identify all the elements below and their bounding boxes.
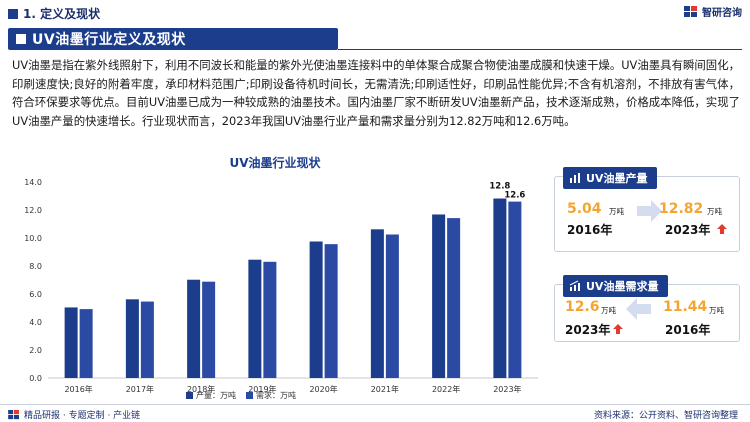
bar-demand	[447, 218, 461, 378]
x-tick-label: 2019年	[248, 384, 276, 394]
demand-right-unit: 万吨	[709, 306, 724, 315]
demand-card-title: UV油墨需求量	[586, 280, 659, 293]
top-bar: 1. 定义及现状 智研咨询	[0, 0, 750, 24]
x-tick-label: 2017年	[126, 384, 154, 394]
x-tick-label: 2022年	[432, 384, 460, 394]
body-paragraph: UV油墨是指在紫外线照射下，利用不同波长和能量的紫外光使油墨连接料中的单体聚合成…	[12, 58, 740, 128]
up-arrow-icon	[717, 224, 727, 234]
legend-swatch-production	[186, 392, 193, 399]
y-tick-label: 12.0	[24, 206, 42, 215]
bar-demand	[508, 201, 522, 378]
source-note: 资料来源：公开资料、智研咨询整理	[593, 411, 738, 421]
production-from-value: 5.04	[567, 201, 602, 217]
demand-right-year: 2016年	[665, 323, 711, 337]
title-banner: UV油墨行业定义及现状	[8, 28, 338, 50]
production-card-title: UV油墨产量	[586, 172, 648, 185]
production-to-unit: 万吨	[707, 207, 722, 216]
brand-mark-icon	[684, 5, 697, 17]
bar-production	[493, 198, 507, 378]
production-to-value: 12.82	[659, 201, 704, 217]
legend-label-demand: 需求：万吨	[256, 391, 296, 400]
bar-chart: 0.0 2.0 4.0 6.0 8.0 10.0 12.0 14.0 2016年 2017年 201…	[24, 178, 538, 394]
trend-chart-icon	[569, 280, 580, 291]
demand-card: UV油墨需求量 12.6 万吨 11.44 万吨 2023年 2016年	[554, 275, 740, 342]
brand-logo: 智研咨询	[684, 4, 742, 19]
demand-card-header: UV油墨需求量	[563, 275, 669, 297]
title-marker-icon	[16, 34, 26, 44]
chart-title: UV油墨行业现状	[229, 156, 321, 170]
arrow-right-icon	[637, 200, 662, 222]
production-from-unit: 万吨	[609, 207, 624, 216]
bar-demand	[140, 301, 154, 378]
section-label: 1. 定义及现状	[8, 5, 100, 22]
demand-left-unit: 万吨	[601, 306, 616, 315]
bar-production	[248, 259, 262, 378]
bar-demand	[263, 261, 277, 378]
y-tick-label: 4.0	[29, 318, 42, 327]
demand-right-value: 11.44	[663, 299, 708, 315]
production-from-year: 2016年	[567, 223, 613, 237]
x-tick-label: 2020年	[309, 384, 337, 394]
section-marker-icon	[8, 8, 18, 19]
chart-legend: 产量：万吨 需求：万吨	[186, 390, 296, 401]
bar-chart-icon	[570, 173, 580, 183]
y-tick-label: 10.0	[24, 234, 42, 243]
bar-demand	[202, 281, 216, 378]
y-tick-label: 0.0	[29, 374, 42, 383]
bar-production	[370, 229, 384, 378]
x-tick-label: 2021年	[371, 384, 399, 394]
production-card: UV油墨产量 5.04 万吨 12.82 万吨 2016年 2023年	[554, 167, 740, 252]
bar-demand	[324, 244, 338, 378]
y-tick-label: 14.0	[24, 178, 42, 187]
x-tick-label: 2023年	[493, 384, 521, 394]
production-to-year: 2023年	[665, 223, 711, 237]
data-label: 12.6	[504, 191, 525, 201]
legend-label-production: 产量：万吨	[196, 391, 236, 400]
title-underline	[338, 49, 742, 50]
demand-left-value: 12.6	[565, 299, 600, 315]
y-tick-label: 8.0	[29, 262, 42, 271]
brand-name: 智研咨询	[702, 8, 742, 19]
bar-production	[125, 299, 139, 378]
bar-production	[64, 307, 78, 378]
up-arrow-icon-2	[613, 324, 623, 334]
y-tick-label: 2.0	[29, 346, 42, 355]
data-label: 12.8	[489, 182, 510, 192]
bar-demand	[385, 234, 399, 378]
y-tick-label: 6.0	[29, 290, 42, 299]
bar-production	[187, 279, 201, 378]
chart-container: UV油墨行业现状 0.0 2.0 4.0 6.0 8.0 10.0 12.0 14.0 2016…	[8, 152, 542, 404]
bar-demand	[79, 309, 93, 378]
x-tick-label: 2016年	[64, 384, 92, 394]
footer-left: 精品研报 · 专题定制 · 产业链	[8, 408, 140, 421]
x-tick-label: 2018年	[187, 384, 215, 394]
footer-divider	[0, 404, 750, 405]
arrow-left-icon	[626, 298, 651, 320]
page-title: UV油墨行业定义及现状	[32, 32, 186, 48]
bar-production	[432, 214, 446, 378]
demand-left-year: 2023年	[565, 323, 611, 337]
footer-left-text: 精品研报 · 专题定制 · 产业链	[24, 411, 141, 421]
legend-item-demand: 需求：万吨	[246, 390, 296, 401]
legend-swatch-demand	[246, 392, 253, 399]
production-card-header: UV油墨产量	[563, 167, 658, 189]
section-label-text: 1. 定义及现状	[23, 7, 101, 21]
legend-item-production: 产量：万吨	[186, 390, 236, 401]
bar-production	[309, 241, 323, 378]
footer-brand-icon	[8, 409, 19, 419]
